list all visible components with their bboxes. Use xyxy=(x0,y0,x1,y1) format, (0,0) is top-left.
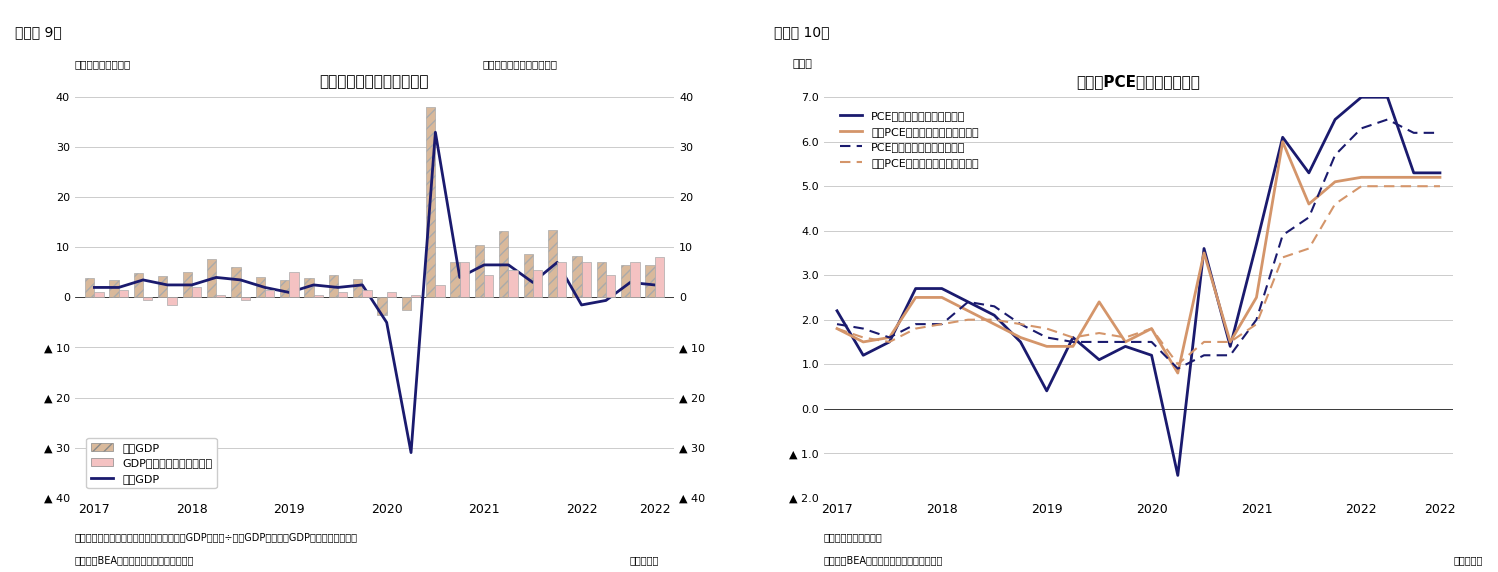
Bar xyxy=(646,265,655,297)
Bar xyxy=(144,297,153,300)
Bar xyxy=(475,245,484,297)
Text: （図表 10）: （図表 10） xyxy=(773,25,828,39)
Bar xyxy=(354,279,363,297)
Bar xyxy=(159,276,168,297)
Bar xyxy=(581,263,590,297)
Text: （資料）BEAよりニッセイ基礎研究所作成: （資料）BEAよりニッセイ基礎研究所作成 xyxy=(75,555,195,565)
Bar xyxy=(216,295,225,297)
Bar xyxy=(655,257,664,297)
Text: （注）季節調整済系列: （注）季節調整済系列 xyxy=(824,532,882,542)
Bar xyxy=(508,270,518,297)
Bar xyxy=(410,295,421,297)
Bar xyxy=(401,297,410,310)
Bar xyxy=(339,292,348,297)
Bar xyxy=(280,280,289,297)
Bar xyxy=(484,275,493,297)
Bar xyxy=(85,279,94,297)
Bar xyxy=(605,275,616,297)
Bar xyxy=(192,287,201,297)
Bar xyxy=(328,275,339,297)
Bar xyxy=(94,292,103,297)
Title: 米国の名目と実質の成長率: 米国の名目と実質の成長率 xyxy=(319,74,430,89)
Bar xyxy=(533,270,542,297)
Bar xyxy=(231,267,241,297)
Text: （前期比年率、％、逆軸）: （前期比年率、％、逆軸） xyxy=(482,59,557,69)
Text: （資料）BEAよりニッセイ基礎研究所作成: （資料）BEAよりニッセイ基礎研究所作成 xyxy=(824,555,944,565)
Bar xyxy=(460,263,469,297)
Bar xyxy=(183,272,192,297)
Bar xyxy=(436,285,445,297)
Bar xyxy=(572,256,581,297)
Bar xyxy=(499,232,508,297)
Bar xyxy=(622,265,631,297)
Text: （図表 9）: （図表 9） xyxy=(15,25,61,39)
Bar xyxy=(313,295,324,297)
Bar xyxy=(109,280,118,297)
Bar xyxy=(304,279,313,297)
Bar xyxy=(363,290,372,297)
Bar xyxy=(451,263,460,297)
Text: （前期比年率、％）: （前期比年率、％） xyxy=(75,59,132,69)
Bar xyxy=(631,263,640,297)
Title: 米国のPCE価格指数伸び率: 米国のPCE価格指数伸び率 xyxy=(1077,74,1200,89)
Bar xyxy=(133,273,144,297)
Bar xyxy=(168,297,177,305)
Legend: PCE価格指数（前期比年率）, コアPCE価格指数（前期比年率）, PCE価格指数（前年同期比）, コアPCE価格指数（前年同期比）: PCE価格指数（前期比年率）, コアPCE価格指数（前期比年率）, PCE価格指… xyxy=(836,107,983,172)
Bar xyxy=(377,297,386,315)
Bar xyxy=(524,255,533,297)
Bar xyxy=(289,272,298,297)
Text: （注）季節調整済系列の前期比年率、実質GDP伸び率÷名目GDP伸び率－GDPデフレータ伸び率: （注）季節調整済系列の前期比年率、実質GDP伸び率÷名目GDP伸び率－GDPデフ… xyxy=(75,532,358,542)
Text: （％）: （％） xyxy=(792,59,812,69)
Bar xyxy=(256,277,265,297)
Bar xyxy=(265,290,274,297)
Bar xyxy=(241,297,250,300)
Bar xyxy=(207,260,216,297)
Legend: 名目GDP, GDPデフレータ（右逆軸）, 実質GDP: 名目GDP, GDPデフレータ（右逆軸）, 実質GDP xyxy=(87,438,217,488)
Text: （四半期）: （四半期） xyxy=(1453,555,1483,565)
Bar xyxy=(557,263,566,297)
Bar xyxy=(118,290,127,297)
Bar xyxy=(386,292,395,297)
Bar xyxy=(425,108,436,297)
Text: （四半期）: （四半期） xyxy=(629,555,659,565)
Bar xyxy=(548,230,557,297)
Bar xyxy=(596,263,605,297)
